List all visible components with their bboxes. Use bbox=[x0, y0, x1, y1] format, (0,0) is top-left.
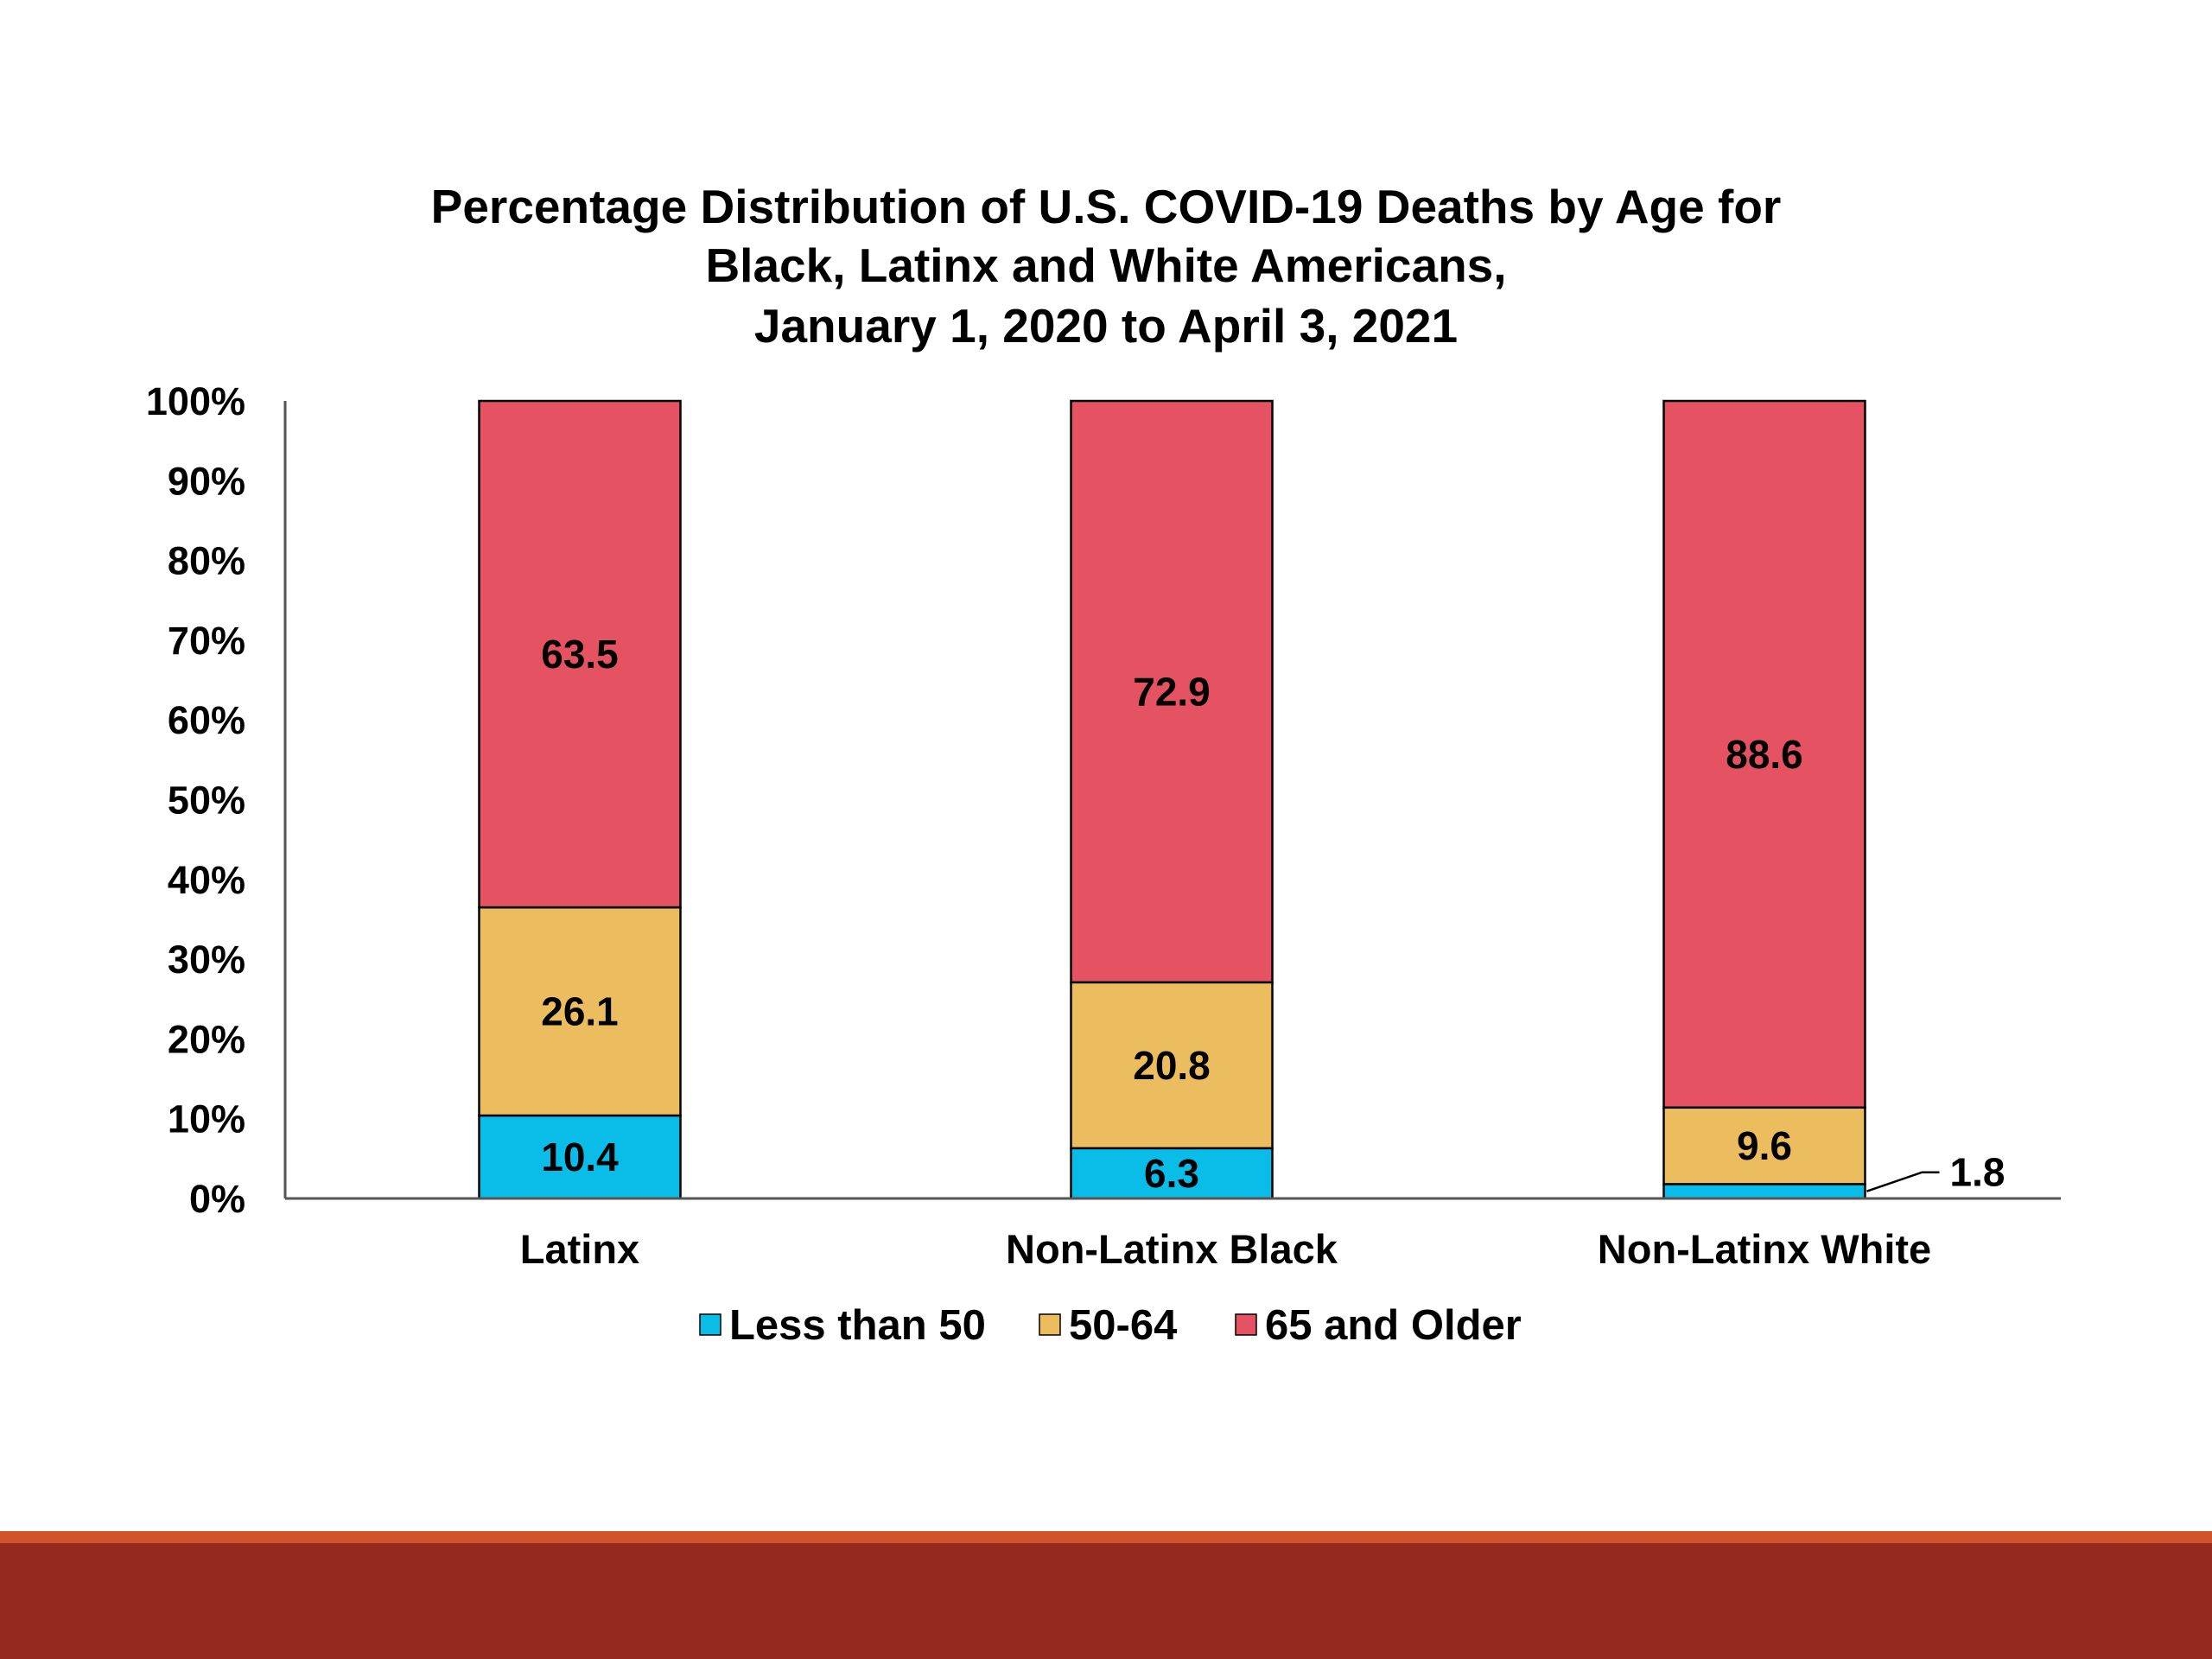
chart-title-line-1: Percentage Distribution of U.S. COVID-19… bbox=[431, 180, 1782, 233]
legend-item-65-and-older: 65 and Older bbox=[1235, 1302, 1522, 1349]
x-category-label: Non-Latinx Black bbox=[1006, 1226, 1338, 1272]
x-axis-categories: Latinx Non-Latinx Black Non-Latinx White bbox=[520, 1226, 1931, 1272]
footer-band bbox=[0, 1543, 2212, 1659]
x-category-label: Non-Latinx White bbox=[1598, 1226, 1931, 1272]
legend-swatch bbox=[699, 1313, 721, 1336]
bar-segment-non-latinx-white-65-and-older bbox=[1662, 399, 1866, 1109]
y-tick-label: 30% bbox=[168, 938, 245, 982]
bar-segment-non-latinx-black-less-than-50 bbox=[1070, 1147, 1274, 1200]
legend-label: 50-64 bbox=[1069, 1302, 1177, 1349]
data-label: 1.8 bbox=[1950, 1150, 2005, 1195]
bar-segment-non-latinx-white-50-64 bbox=[1662, 1106, 1866, 1185]
bar-segment-non-latinx-white-less-than-50 bbox=[1662, 1183, 1866, 1200]
bar-segment-latinx-less-than-50 bbox=[478, 1114, 682, 1200]
legend-swatch bbox=[1235, 1313, 1257, 1336]
y-axis-ticks: 0% 10% 20% 30% 40% 50% 60% 70% 80% 90% 100% bbox=[146, 379, 245, 1221]
y-tick-label: 90% bbox=[168, 459, 245, 503]
data-label: 20.8 bbox=[1133, 1043, 1211, 1088]
data-label: 88.6 bbox=[1726, 732, 1803, 777]
axes bbox=[283, 401, 2061, 1200]
y-tick-label: 20% bbox=[168, 1017, 245, 1061]
bar-segment-non-latinx-black-65-and-older bbox=[1070, 399, 1274, 984]
chart-title-line-2: Black, Latinx and White Americans, bbox=[705, 238, 1506, 292]
bar-segment-latinx-50-64 bbox=[478, 906, 682, 1117]
data-label: 9.6 bbox=[1737, 1123, 1792, 1168]
data-label: 6.3 bbox=[1144, 1151, 1199, 1196]
y-tick-label: 70% bbox=[168, 619, 245, 663]
legend-label: 65 and Older bbox=[1265, 1302, 1522, 1349]
bars bbox=[478, 399, 1866, 1200]
legend-swatch bbox=[1039, 1313, 1061, 1336]
x-category-label: Latinx bbox=[520, 1226, 639, 1272]
y-tick-label: 0% bbox=[189, 1177, 245, 1221]
data-label: 10.4 bbox=[541, 1135, 619, 1179]
chart-title-line-3: January 1, 2020 to April 3, 2021 bbox=[754, 299, 1458, 353]
chart-title: Percentage Distribution of U.S. COVID-19… bbox=[431, 180, 1782, 353]
y-tick-label: 80% bbox=[168, 539, 245, 583]
data-label: 26.1 bbox=[541, 989, 619, 1034]
bar-segment-non-latinx-black-50-64 bbox=[1070, 981, 1274, 1150]
y-tick-label: 60% bbox=[168, 698, 245, 742]
leader-line bbox=[1866, 1171, 1940, 1192]
footer-accent-line bbox=[0, 1531, 2212, 1543]
y-tick-label: 100% bbox=[146, 379, 245, 423]
legend-item-50-64: 50-64 bbox=[1039, 1302, 1177, 1349]
bar-segment-latinx-65-and-older bbox=[478, 399, 682, 909]
data-label: 72.9 bbox=[1133, 669, 1211, 714]
data-label: 63.5 bbox=[541, 632, 619, 677]
y-tick-label: 50% bbox=[168, 779, 245, 823]
data-labels: 10.4 26.1 63.5 6.3 20.8 72.9 1.8 9.6 88.6 bbox=[541, 632, 2005, 1196]
y-tick-label: 40% bbox=[168, 858, 245, 902]
legend: Less than 50 50-64 65 and Older bbox=[699, 1302, 1522, 1349]
legend-item-less-than-50: Less than 50 bbox=[699, 1302, 986, 1349]
legend-label: Less than 50 bbox=[729, 1302, 986, 1349]
y-tick-label: 10% bbox=[168, 1097, 245, 1141]
